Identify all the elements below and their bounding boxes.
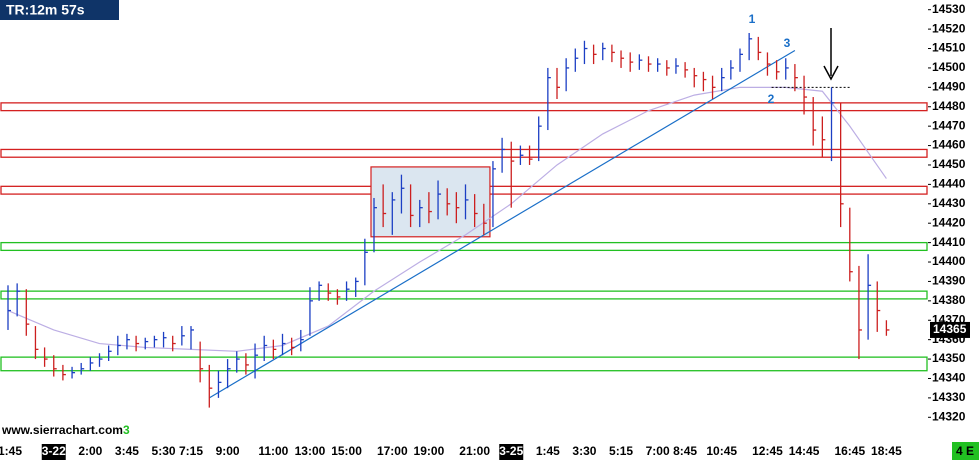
x-tick-label: 17:00 — [377, 444, 408, 458]
y-tick-label: 14430 — [932, 196, 966, 210]
x-tick-label: 11:00 — [258, 444, 288, 458]
y-tick-label: 14340 — [932, 371, 966, 385]
x-tick-label: 5:15 — [609, 444, 633, 458]
x-tick-label: 7:15 — [179, 444, 203, 458]
wave-label: 1 — [749, 12, 756, 26]
y-tick-label: 14320 — [932, 409, 966, 423]
price-label-box — [930, 321, 970, 338]
y-tick-label: 14490 — [932, 80, 966, 94]
x-tick-label: 13:00 — [295, 444, 326, 458]
x-tick-label: 1:45 — [536, 444, 560, 458]
y-tick-label: 14330 — [932, 390, 966, 404]
x-tick-label: 8:45 — [673, 444, 697, 458]
y-tick-label: 14410 — [932, 235, 966, 249]
x-tick-label: 3:45 — [115, 444, 139, 458]
status-box — [952, 442, 979, 460]
y-tick-label: 14350 — [932, 351, 966, 365]
x-tick-label: 1:45 — [0, 444, 22, 458]
y-tick-label: 14460 — [932, 138, 966, 152]
y-tick-label: 14470 — [932, 118, 966, 132]
timer: TR:12m 57s — [6, 2, 85, 18]
arrow-head — [823, 65, 839, 81]
wave-label: 2 — [768, 92, 775, 106]
date-box — [499, 444, 524, 460]
x-tick-label: 2:00 — [78, 444, 102, 458]
x-tick-label: 15:00 — [331, 444, 362, 458]
y-tick-label: 14450 — [932, 157, 966, 171]
watermark-suffix: 3 — [123, 423, 130, 437]
y-tick-label: 14480 — [932, 99, 966, 113]
y-tick-label: 14500 — [932, 60, 966, 74]
x-tick-label: 7:00 — [646, 444, 670, 458]
x-tick-label: 5:30 — [152, 444, 176, 458]
y-tick-label: 14380 — [932, 293, 966, 307]
watermark-text: www.sierrachart.com — [1, 423, 123, 437]
price-label: 14365 — [933, 322, 967, 336]
zone — [0, 148, 928, 158]
date-box — [41, 444, 66, 460]
x-tick-label: 16:45 — [834, 444, 865, 458]
x-tick-label: 9:00 — [216, 444, 240, 458]
watermark: www.sierrachart.com3 — [1, 423, 130, 437]
x-tick-label: 18:45 — [871, 444, 902, 458]
wave-label: 3 — [784, 36, 791, 50]
zone — [0, 356, 928, 372]
y-tick-label: 14510 — [932, 41, 966, 55]
x-tick-label: 19:00 — [414, 444, 445, 458]
y-tick-label: 14520 — [932, 21, 966, 35]
y-tick-label: 14530 — [932, 2, 966, 16]
y-tick-label: 14400 — [932, 254, 966, 268]
y-tick-label: 14420 — [932, 215, 966, 229]
x-tick-label: 3:30 — [572, 444, 596, 458]
y-tick-label: 14440 — [932, 177, 966, 191]
moving-average — [7, 86, 887, 352]
zone — [0, 290, 928, 300]
zone — [0, 241, 928, 252]
x-tick-label: 3-22 — [42, 444, 66, 458]
x-tick-label: 3-25 — [499, 444, 523, 458]
x-tick-label: 14:45 — [789, 444, 820, 458]
x-tick-label: 21:00 — [459, 444, 490, 458]
timer-box — [0, 0, 119, 20]
trendline — [208, 49, 796, 399]
y-tick-label: 14390 — [932, 274, 966, 288]
x-tick-label: 10:45 — [706, 444, 737, 458]
x-tick-label: 12:45 — [752, 444, 783, 458]
range-box — [370, 166, 491, 238]
status: 4 E — [956, 444, 974, 458]
zone — [0, 102, 928, 112]
